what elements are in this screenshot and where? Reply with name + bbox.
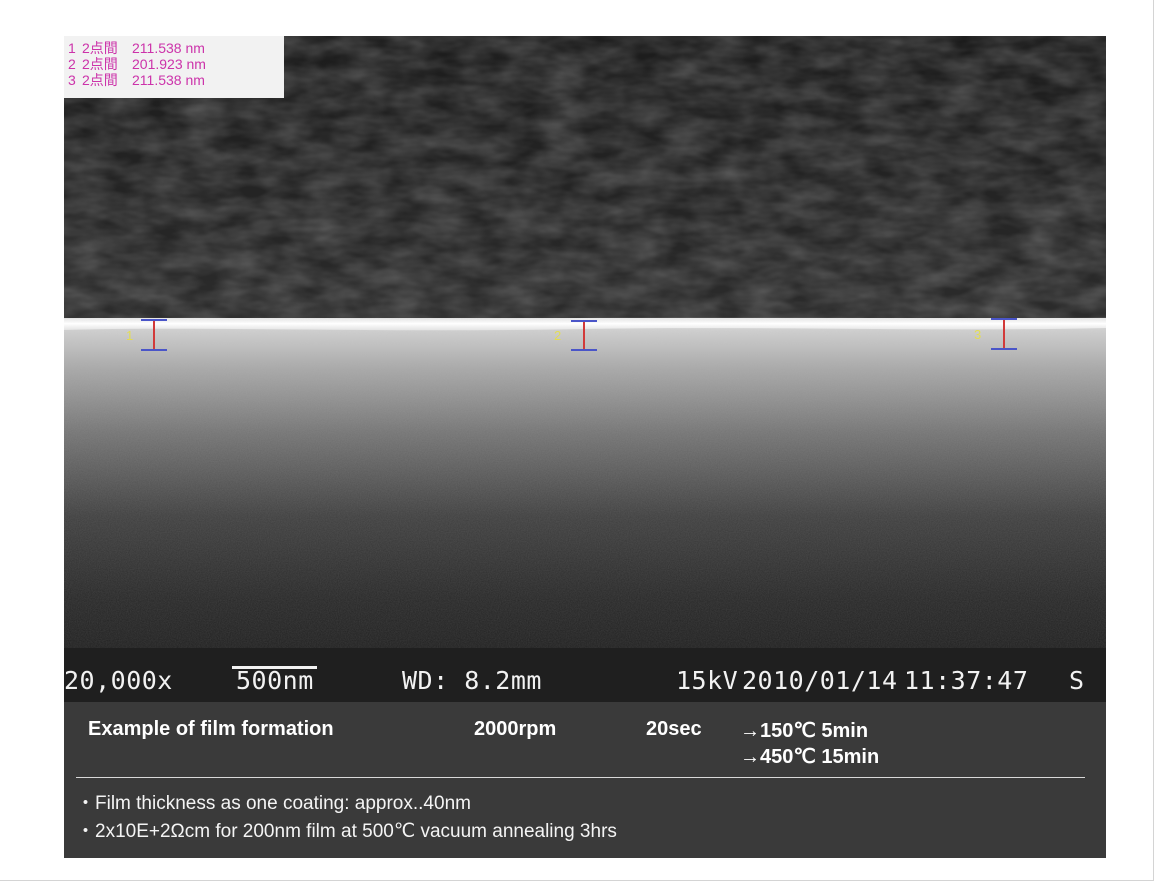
sem-micrograph: 1 2 3 1 2点間 211.538 nm 2 2点間 201.923 nm … bbox=[64, 36, 1106, 702]
measurement-value: 211.538 nm bbox=[132, 40, 205, 56]
measurement-row: 1 2点間 211.538 nm bbox=[68, 40, 284, 56]
anneal-step-2: →450℃ 15min bbox=[740, 746, 880, 768]
measurement-index: 2 bbox=[68, 56, 76, 72]
measurement-index: 1 bbox=[68, 40, 76, 56]
sem-image-graphic bbox=[64, 36, 1106, 702]
measurement-label: 2点間 bbox=[82, 40, 118, 56]
measurement-row: 2 2点間 201.923 nm bbox=[68, 56, 284, 72]
caption-header: Example of film formation 2000rpm 20sec … bbox=[64, 702, 1106, 776]
marker-label-3: 3 bbox=[974, 327, 982, 342]
marker-label-1: 1 bbox=[126, 328, 134, 343]
accelerating-voltage: 15kV bbox=[676, 666, 739, 695]
measurement-label: 2点間 bbox=[82, 72, 118, 88]
caption-title: Example of film formation bbox=[88, 718, 334, 740]
measurement-legend: 1 2点間 211.538 nm 2 2点間 201.923 nm 3 2点間 … bbox=[64, 36, 284, 98]
scale-bar bbox=[232, 666, 317, 669]
measurement-marker-3 bbox=[991, 318, 1017, 350]
measurement-value: 211.538 nm bbox=[132, 72, 205, 88]
measurement-value: 201.923 nm bbox=[132, 56, 206, 72]
measurement-marker-1 bbox=[141, 319, 167, 351]
capture-time: 11:37:47 bbox=[904, 666, 1029, 695]
note-item: ・Film thickness as one coating: approx..… bbox=[76, 793, 471, 814]
detector-mode: S bbox=[1069, 666, 1085, 695]
caption-divider bbox=[76, 777, 1085, 778]
magnification: 20,000x bbox=[64, 666, 173, 695]
measurement-marker-2 bbox=[571, 320, 597, 351]
anneal-step-1: →150℃ 5min bbox=[740, 720, 869, 742]
sem-info-bar: 20,000x 500nm WD: 8.2mm 15kV 2010/01/14 … bbox=[64, 648, 1106, 702]
note-item: ・2x10E+2Ωcm for 200nm film at 500℃ vacuu… bbox=[76, 821, 617, 842]
spin-speed: 2000rpm bbox=[474, 718, 557, 740]
capture-date: 2010/01/14 bbox=[742, 666, 898, 695]
caption-panel: Example of film formation 2000rpm 20sec … bbox=[64, 702, 1106, 858]
caption-notes: ・Film thickness as one coating: approx..… bbox=[76, 790, 617, 846]
spin-duration: 20sec bbox=[646, 718, 702, 740]
measurement-label: 2点間 bbox=[82, 56, 118, 72]
measurement-row: 3 2点間 211.538 nm bbox=[68, 72, 284, 88]
working-distance: WD: 8.2mm bbox=[402, 666, 542, 695]
scale-label: 500nm bbox=[236, 666, 314, 695]
marker-label-2: 2 bbox=[554, 328, 562, 343]
measurement-index: 3 bbox=[68, 72, 76, 88]
